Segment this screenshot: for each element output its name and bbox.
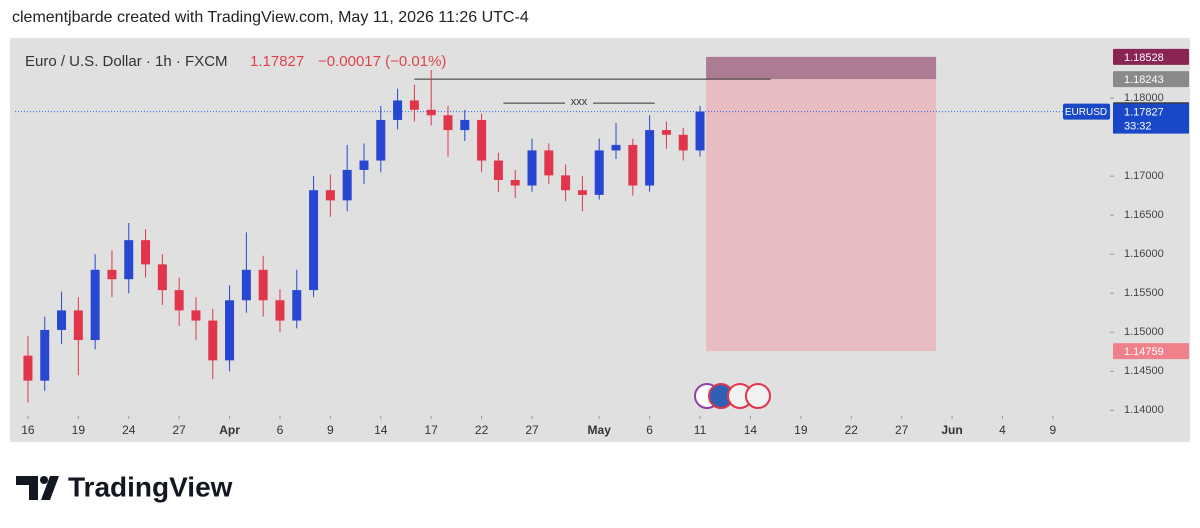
x-tick-label: 11 <box>694 423 707 437</box>
countdown: 33:32 <box>1124 121 1152 133</box>
y-tick-label: 1.15000 <box>1124 326 1164 338</box>
x-tick-label: 27 <box>525 423 539 437</box>
y-tick-label: 1.15500 <box>1124 287 1164 299</box>
ticker-tag: EURUSD <box>1065 107 1107 118</box>
stop-zone <box>706 56 937 80</box>
x-tick-label: 22 <box>845 423 859 437</box>
logo-glyph <box>16 476 38 500</box>
candle-body <box>359 160 369 170</box>
candle-body <box>376 119 386 161</box>
candle-body <box>309 190 319 291</box>
candle-body <box>174 290 184 311</box>
last-price-label: 1.17827 <box>1124 107 1164 119</box>
x-tick-label: 6 <box>646 423 653 437</box>
candle-body <box>325 190 335 201</box>
x-tick-label: 22 <box>475 423 489 437</box>
candle-body <box>678 134 688 151</box>
x-tick-label: Jun <box>941 423 962 437</box>
y-tick-label: 1.17000 <box>1124 170 1164 182</box>
candle-body <box>141 240 151 265</box>
x-tick-label: 27 <box>172 423 186 437</box>
candle-body <box>409 100 419 110</box>
candle-body <box>157 264 167 291</box>
event-icons <box>694 383 771 409</box>
x-tick-label: 9 <box>1050 423 1057 437</box>
candle-body <box>443 115 453 131</box>
x-tick-label: 14 <box>374 423 388 437</box>
candle-body <box>695 111 705 151</box>
candle-body <box>90 269 100 341</box>
candle-body <box>191 310 201 321</box>
price-label-bg <box>1113 343 1189 360</box>
plot: xxx <box>15 56 1110 403</box>
y-tick-label: 1.14000 <box>1124 404 1164 416</box>
y-tick-label: 1.16500 <box>1124 209 1164 221</box>
y-tick-label: 1.16000 <box>1124 248 1164 260</box>
candle-body <box>460 119 470 131</box>
candle-body <box>23 355 33 381</box>
header-title: clementjbarde created with TradingView.c… <box>12 9 529 26</box>
chart-panel <box>10 38 1190 442</box>
x-tick-label: 6 <box>277 423 284 437</box>
brand-logo <box>16 476 59 500</box>
candle-body <box>57 310 67 330</box>
y-tick-label: 1.14500 <box>1124 365 1164 377</box>
candle-body <box>426 109 436 116</box>
candle-body <box>393 100 403 120</box>
candle-body <box>107 269 117 280</box>
note-label: xxx <box>571 96 588 108</box>
candle-body <box>477 119 487 161</box>
candle-body <box>628 144 638 186</box>
logo-glyph <box>40 476 48 484</box>
price-label: 1.18243 <box>1124 74 1164 86</box>
candle-body <box>611 144 621 151</box>
price-label: 1.18528 <box>1124 52 1164 64</box>
price-label-bg <box>1113 71 1189 88</box>
candle-body <box>510 180 520 186</box>
candle-body <box>342 169 352 201</box>
candle-body <box>577 190 587 195</box>
price-label: 1.14759 <box>1124 346 1164 358</box>
candle-body <box>225 300 235 361</box>
event-icon <box>745 383 771 409</box>
x-tick-label: 27 <box>895 423 909 437</box>
candle-body <box>73 310 83 341</box>
x-tick-label: 24 <box>122 423 136 437</box>
price-label-bg <box>1113 48 1189 65</box>
candle-body <box>241 269 251 301</box>
candle-body <box>594 150 604 195</box>
x-tick-label: May <box>588 423 612 437</box>
candle-body <box>208 320 218 361</box>
x-tick-label: 14 <box>744 423 758 437</box>
last-price-bg <box>1113 103 1189 134</box>
ticker-tag-bg <box>1063 103 1110 120</box>
x-tick-label: 16 <box>21 423 35 437</box>
candle-body <box>544 150 554 176</box>
x-tick-label: Apr <box>219 423 240 437</box>
candle-body <box>493 160 503 181</box>
candle-body <box>561 175 571 191</box>
candle-body <box>258 269 268 301</box>
logo-glyph <box>41 476 59 500</box>
target-zone <box>706 79 937 352</box>
last-price: 1.17827 <box>250 53 304 70</box>
candle-body <box>645 130 655 186</box>
candle-body <box>292 290 302 321</box>
x-tick-label: 17 <box>425 423 439 437</box>
symbol-title: Euro / U.S. Dollar · 1h · FXCM <box>25 53 228 70</box>
x-tick-label: 9 <box>327 423 334 437</box>
candle-body <box>124 240 134 280</box>
y-tick-label: 1.18000 <box>1124 92 1164 104</box>
x-tick-label: 19 <box>794 423 808 437</box>
price-change: −0.00017 (−0.01%) <box>318 53 446 70</box>
candle-body <box>275 300 285 321</box>
candle-body <box>40 329 50 381</box>
candle-body <box>661 130 671 135</box>
candle-body <box>527 150 537 186</box>
brand-name: TradingView <box>68 471 233 502</box>
x-tick-label: 4 <box>999 423 1006 437</box>
x-tick-label: 19 <box>72 423 86 437</box>
